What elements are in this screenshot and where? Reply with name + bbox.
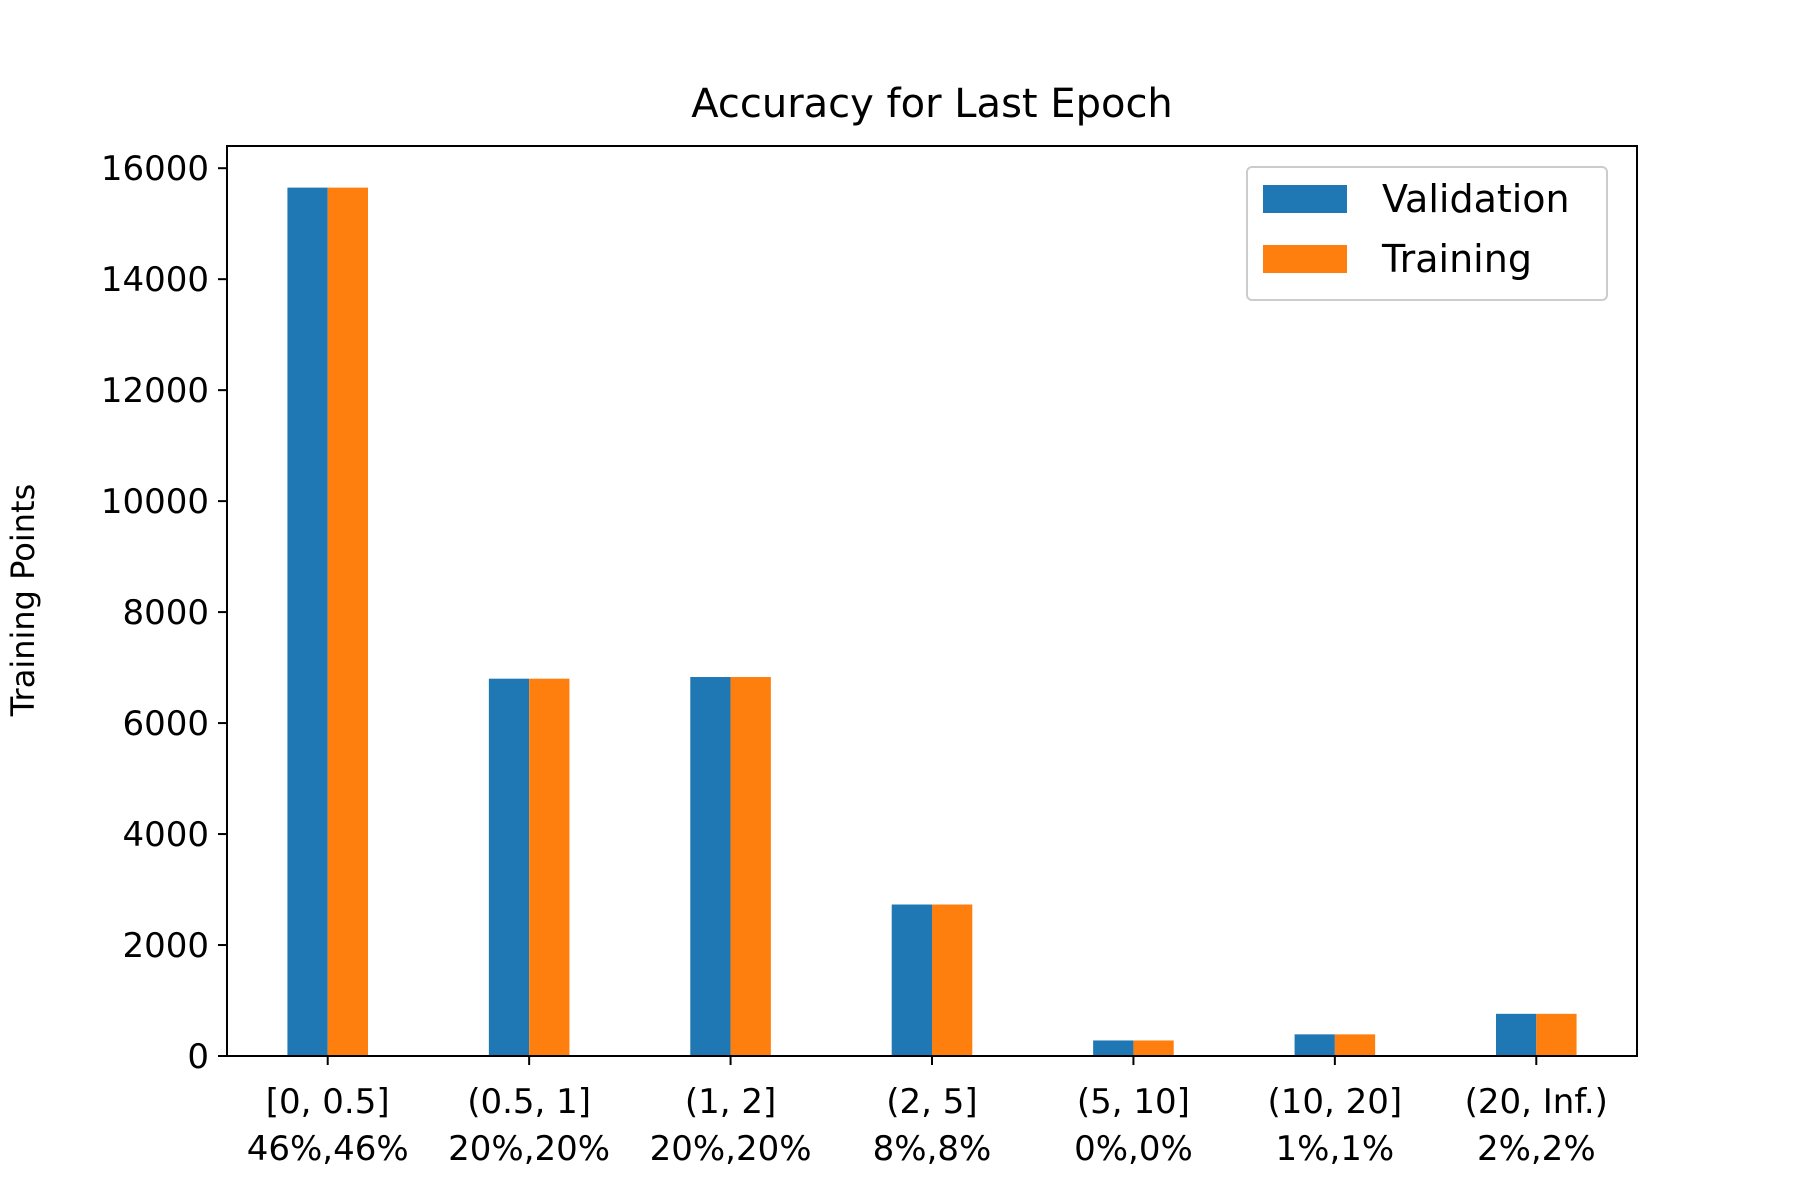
legend-label-training: Training xyxy=(1381,237,1532,281)
legend-swatch-validation xyxy=(1263,185,1347,213)
bar-training-1 xyxy=(529,678,570,1056)
bar-validation-3 xyxy=(891,904,932,1056)
y-tick-label: 14000 xyxy=(101,260,209,300)
legend-label-validation: Validation xyxy=(1382,177,1570,221)
bar-validation-4 xyxy=(1093,1040,1134,1056)
y-tick-label: 8000 xyxy=(122,593,209,633)
y-tick-label: 12000 xyxy=(101,371,209,411)
x-tick-label-range: (2, 5] xyxy=(886,1082,977,1122)
x-axis-ticks: [0, 0.5] 46%,46% (0.5, 1] 20%,20% (1, 2] 20%,… xyxy=(247,1056,1608,1169)
bar-training-0 xyxy=(327,187,368,1057)
x-tick-label-range: (10, 20] xyxy=(1268,1082,1403,1122)
x-tick-label-percent: 46%,46% xyxy=(247,1129,409,1169)
y-tick-label: 6000 xyxy=(122,704,209,744)
legend: Validation Training xyxy=(1246,166,1608,301)
x-tick-label-percent: 20%,20% xyxy=(650,1129,812,1169)
y-axis-label: Training Points xyxy=(4,484,42,718)
bar-validation-0 xyxy=(287,187,328,1057)
x-tick-label-percent: 2%,2% xyxy=(1477,1129,1596,1169)
y-tick-label: 10000 xyxy=(101,482,209,522)
x-tick-label-percent: 0%,0% xyxy=(1074,1129,1193,1169)
y-tick-label: 0 xyxy=(187,1037,209,1077)
bar-training-3 xyxy=(932,904,973,1056)
x-tick-label-range: (0.5, 1] xyxy=(467,1082,591,1122)
x-tick-label-range: [0, 0.5] xyxy=(266,1082,390,1122)
bar-training-2 xyxy=(730,677,771,1056)
y-axis-ticks: 0 2000 4000 6000 8000 10000 12000 14000 16000 xyxy=(101,149,227,1077)
plot-frame xyxy=(226,145,1638,1057)
bar-validation-5 xyxy=(1294,1034,1335,1056)
x-tick-label-percent: 8%,8% xyxy=(873,1129,992,1169)
x-tick-label-range: (1, 2] xyxy=(685,1082,776,1122)
y-tick-label: 2000 xyxy=(122,926,209,966)
bar-validation-2 xyxy=(690,677,731,1056)
legend-swatch-training xyxy=(1263,245,1347,273)
bar-validation-6 xyxy=(1496,1013,1537,1056)
x-tick-label-range: (20, Inf.) xyxy=(1465,1082,1608,1122)
bars xyxy=(287,187,1577,1057)
bar-training-5 xyxy=(1334,1034,1376,1056)
bar-training-4 xyxy=(1133,1040,1174,1056)
x-tick-label-percent: 20%,20% xyxy=(448,1129,610,1169)
bar-training-6 xyxy=(1536,1013,1577,1056)
x-tick-label-range: (5, 10] xyxy=(1077,1082,1190,1122)
y-tick-label: 4000 xyxy=(122,815,209,855)
y-tick-label: 16000 xyxy=(101,149,209,189)
chart-title: Accuracy for Last Epoch xyxy=(691,81,1173,127)
bar-validation-1 xyxy=(488,678,530,1056)
x-tick-label-percent: 1%,1% xyxy=(1276,1129,1395,1169)
